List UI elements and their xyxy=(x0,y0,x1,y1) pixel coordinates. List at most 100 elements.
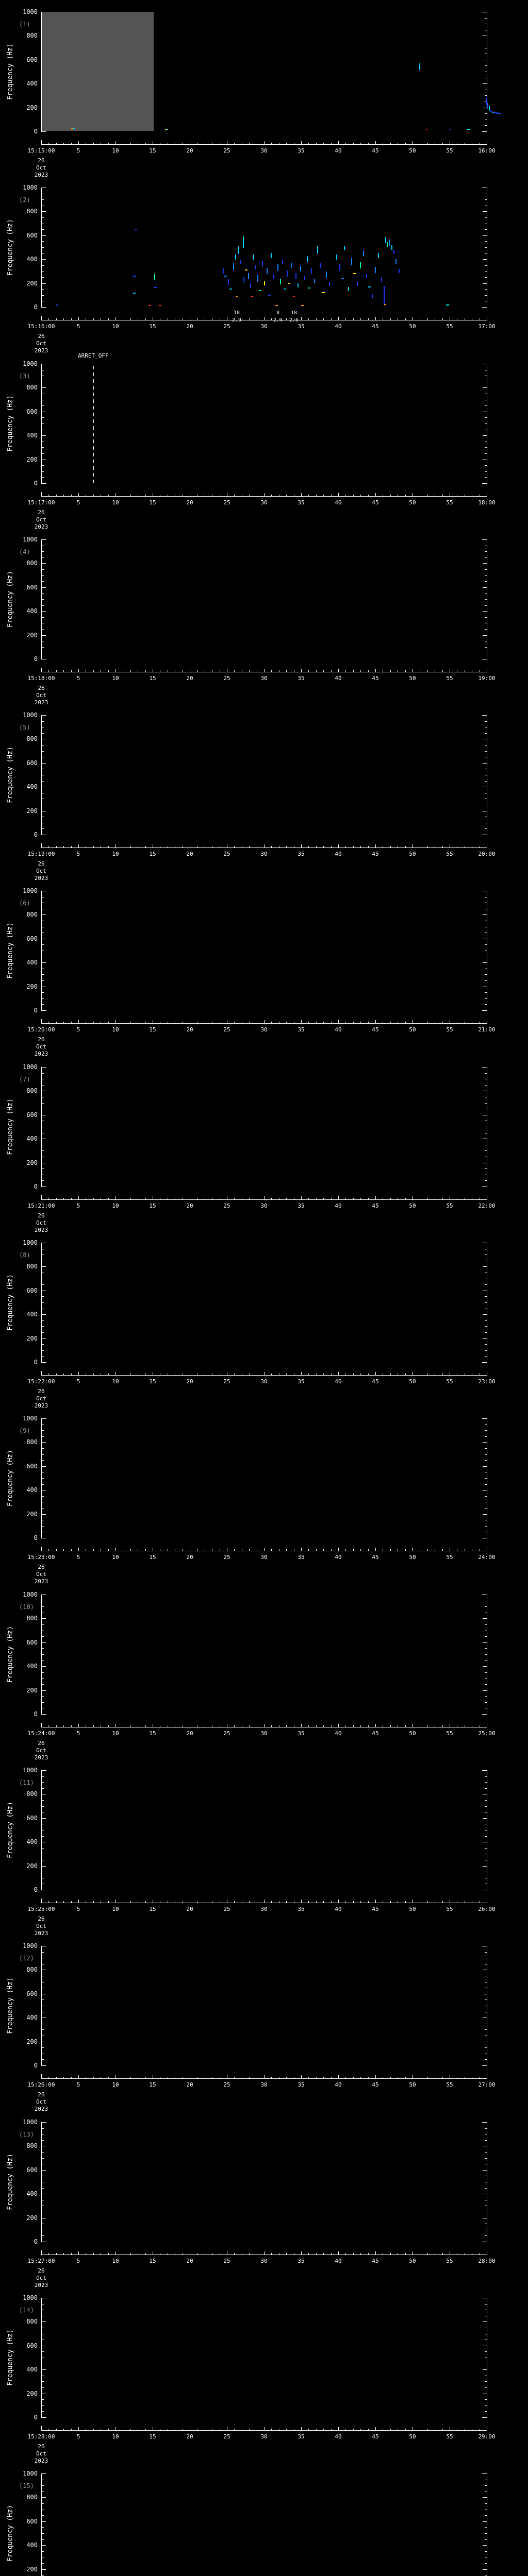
time-axis-tick xyxy=(41,1195,42,1199)
time-axis-tick xyxy=(56,670,57,672)
freq-tick-right xyxy=(485,1678,487,1679)
freq-tick-label: 800 xyxy=(26,1615,38,1622)
event-mark xyxy=(253,255,254,260)
freq-tick-label: 800 xyxy=(26,32,38,39)
event-mark xyxy=(497,113,501,114)
time-tick-label: 40 xyxy=(335,2433,342,2440)
panel-date-line: 26 xyxy=(38,1740,45,1747)
time-tick-label: 45 xyxy=(372,1026,379,1033)
freq-tick-left xyxy=(42,247,44,248)
time-axis-tick xyxy=(301,493,302,496)
freq-tick-label: 800 xyxy=(26,1966,38,1973)
freq-tick-right xyxy=(485,1830,487,1831)
time-axis-tick xyxy=(56,318,57,320)
time-axis-tick xyxy=(301,2427,302,2430)
time-axis-tick xyxy=(264,1900,265,1903)
freq-tick-right xyxy=(485,1788,487,1789)
time-axis-tick xyxy=(375,141,376,144)
time-axis-tick xyxy=(323,1374,324,1375)
event-mark xyxy=(229,289,232,290)
time-axis-tick xyxy=(71,2077,72,2078)
time-tick-label: 40 xyxy=(335,1202,342,1209)
time-axis-tick xyxy=(145,495,146,496)
time-axis-tick xyxy=(353,318,354,320)
time-axis-tick xyxy=(71,1725,72,1727)
time-axis-tick xyxy=(41,843,42,848)
freq-tick-right xyxy=(485,1660,487,1661)
time-axis-tick xyxy=(405,1549,406,1551)
freq-tick-right xyxy=(485,998,487,999)
freq-tick-left xyxy=(42,2539,44,2540)
time-axis-tick xyxy=(93,495,94,496)
time-tick-label: 25 xyxy=(223,2258,230,2264)
time-axis-tick xyxy=(234,2429,235,2430)
spectrogram-panel-3: (3) Frequency (Hz) 0 200 400 600 800 1000 5 10 15 2… xyxy=(0,352,528,530)
event-mark xyxy=(298,283,299,287)
marker-label: ARRET_OFF xyxy=(78,352,109,359)
freq-tick-right xyxy=(485,2140,487,2141)
freq-tick-label: 0 xyxy=(34,1007,38,1014)
freq-tick-right xyxy=(485,2047,487,2048)
freq-tick-label: 800 xyxy=(26,1790,38,1798)
event-mark xyxy=(339,264,340,270)
time-axis-tick xyxy=(71,670,72,672)
time-axis-tick xyxy=(331,1549,332,1551)
freq-tick-left xyxy=(42,1788,44,1789)
time-axis-tick xyxy=(308,846,309,848)
time-axis-tick xyxy=(78,1020,79,1023)
event-mark xyxy=(381,278,382,282)
freq-tick-label: 0 xyxy=(34,1534,38,1541)
freq-tick-right xyxy=(485,781,487,782)
freq-tick-right xyxy=(485,265,487,266)
freq-tick-left xyxy=(42,2152,44,2153)
time-tick-label: 20 xyxy=(186,499,193,506)
freq-tick-label: 800 xyxy=(26,1263,38,1270)
panel-date-line: 2023 xyxy=(34,1402,48,1409)
event-mark xyxy=(300,266,301,272)
event-mark xyxy=(336,255,337,260)
freq-tick-left xyxy=(42,435,46,436)
spectrogram-panel-13: (13) Frequency (Hz) 0 200 400 600 800 1000 5 10 15… xyxy=(0,2110,528,2288)
freq-tick-left xyxy=(42,229,44,230)
freq-tick-label: 1000 xyxy=(23,536,38,543)
time-axis-tick xyxy=(48,1374,49,1375)
event-mark xyxy=(487,103,488,109)
time-axis-tick xyxy=(412,844,413,848)
freq-tick-right xyxy=(485,199,487,200)
time-axis-tick xyxy=(308,1374,309,1375)
freq-tick-left xyxy=(42,587,46,588)
freq-tick-right xyxy=(485,2059,487,2060)
freq-tick-right xyxy=(485,2399,487,2400)
time-axis-tick xyxy=(308,1022,309,1023)
freq-tick-left xyxy=(42,1776,44,1777)
freq-tick-label: 1000 xyxy=(23,1239,38,1246)
time-axis-tick xyxy=(412,1548,413,1551)
time-axis-tick xyxy=(271,2429,272,2430)
time-axis-tick xyxy=(427,1901,428,1903)
time-axis-line xyxy=(41,1023,487,1024)
time-tick-label: 15 xyxy=(149,2081,156,2088)
time-tick-label: 55 xyxy=(446,147,453,154)
y-axis-left-spine xyxy=(41,1243,42,1363)
freq-tick-right xyxy=(485,1508,487,1509)
time-tick-label: 20 xyxy=(186,1026,193,1033)
time-axis-tick xyxy=(93,318,94,320)
event-mark xyxy=(426,129,427,130)
time-axis-tick xyxy=(271,2253,272,2255)
time-tick-label: 55 xyxy=(446,1026,453,1033)
y-axis-title: Frequency (Hz) xyxy=(6,2505,14,2562)
time-axis-tick xyxy=(108,1725,109,1727)
freq-tick-label: 600 xyxy=(26,232,38,239)
freq-tick-left xyxy=(42,2473,46,2474)
event-mark xyxy=(366,274,367,278)
time-axis-tick xyxy=(301,1724,302,1727)
freq-tick-left xyxy=(42,1714,46,1715)
time-axis-tick xyxy=(405,495,406,496)
freq-tick-right xyxy=(485,1073,487,1074)
event-mark xyxy=(284,289,286,290)
panel-start-time-label: 15:23:00 xyxy=(27,1554,55,1561)
panel-index-label: (7) xyxy=(19,1076,30,1083)
event-mark xyxy=(322,292,325,293)
time-tick-label: 15 xyxy=(149,851,156,857)
time-axis-tick xyxy=(93,2429,94,2430)
